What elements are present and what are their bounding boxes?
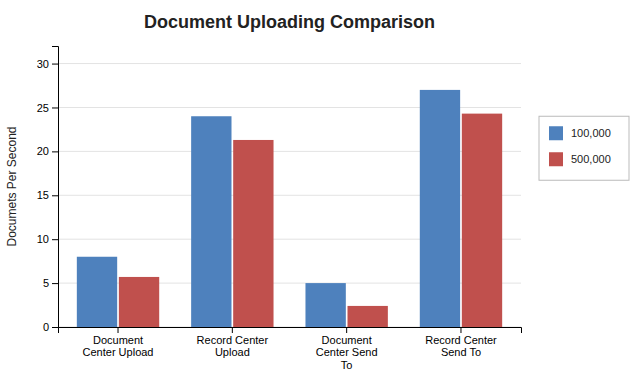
legend-swatch bbox=[549, 126, 563, 140]
x-tick-label-line: Send To bbox=[441, 346, 481, 358]
legend-frame bbox=[539, 116, 629, 180]
y-tick-mark bbox=[52, 283, 58, 284]
x-tick-label-line: Document bbox=[93, 334, 143, 346]
legend: 100,000 500,000 bbox=[539, 116, 629, 180]
y-tick-mark bbox=[52, 151, 58, 152]
y-tick: 0 bbox=[43, 321, 58, 333]
x-tick-label-line: Center Upload bbox=[83, 346, 154, 358]
legend-swatch bbox=[549, 152, 563, 166]
x-tick: DocumentCenter SendTo bbox=[316, 327, 378, 371]
x-tick-label: Record CenterUpload bbox=[197, 334, 269, 359]
y-tick-mark bbox=[52, 195, 58, 196]
bar bbox=[119, 277, 159, 327]
y-axis-line bbox=[52, 47, 59, 328]
x-tick-label-line: Center Send bbox=[316, 346, 378, 358]
y-tick-mark bbox=[52, 327, 58, 328]
chart-container: 051015202530DocumentCenter UploadRecord … bbox=[0, 0, 641, 385]
y-tick: 30 bbox=[37, 58, 58, 70]
grid-line bbox=[58, 63, 521, 64]
y-axis: 0 5 10 15 20 25 30 bbox=[37, 47, 59, 334]
bars bbox=[77, 90, 502, 327]
x-axis: DocumentCenter UploadRecord CenterUpload… bbox=[59, 327, 522, 371]
x-tick: DocumentCenter Upload bbox=[83, 327, 154, 358]
y-tick: 20 bbox=[37, 145, 58, 157]
y-tick: 15 bbox=[37, 189, 58, 201]
bar-series bbox=[77, 90, 460, 327]
x-tick-mark bbox=[346, 327, 347, 333]
y-tick-label: 20 bbox=[37, 145, 49, 157]
legend-label: 100,000 bbox=[571, 127, 611, 139]
x-tick: Record CenterSend To bbox=[425, 327, 497, 358]
x-tick-label-line: Record Center bbox=[197, 334, 269, 346]
y-tick-label: 15 bbox=[37, 189, 49, 201]
x-tick-label-line: Upload bbox=[215, 346, 250, 358]
x-tick-label-line: To bbox=[341, 359, 353, 371]
grid bbox=[58, 64, 521, 327]
x-tick-label: DocumentCenter SendTo bbox=[316, 334, 378, 371]
bar bbox=[462, 114, 502, 327]
y-tick: 5 bbox=[43, 277, 58, 289]
y-tick-mark bbox=[52, 64, 58, 65]
plot-area: 051015202530DocumentCenter UploadRecord … bbox=[37, 47, 522, 372]
x-tick-label-line: Record Center bbox=[425, 334, 497, 346]
y-tick: 25 bbox=[37, 101, 58, 113]
bar bbox=[191, 116, 231, 327]
x-tick-label-line: Document bbox=[322, 334, 372, 346]
y-tick-label: 30 bbox=[37, 58, 49, 70]
y-tick-label: 25 bbox=[37, 101, 49, 113]
x-tick: Record CenterUpload bbox=[197, 327, 269, 358]
chart-title: Document Uploading Comparison bbox=[144, 12, 435, 32]
x-tick-mark bbox=[460, 327, 461, 333]
y-tick-mark bbox=[52, 239, 58, 240]
x-tick-mark bbox=[232, 327, 233, 333]
y-axis-title: Documets Per Second bbox=[5, 126, 19, 246]
bar bbox=[233, 140, 273, 327]
legend-label: 500,000 bbox=[571, 153, 611, 165]
bar bbox=[348, 306, 388, 327]
x-tick-label: DocumentCenter Upload bbox=[83, 334, 154, 359]
bar bbox=[420, 90, 460, 327]
x-tick-label: Record CenterSend To bbox=[425, 334, 497, 359]
x-tick-mark bbox=[118, 327, 119, 333]
y-tick-mark bbox=[52, 107, 58, 108]
y-tick-label: 0 bbox=[43, 321, 49, 333]
legend-item: 100,000 bbox=[549, 126, 611, 140]
y-tick-label: 10 bbox=[37, 233, 49, 245]
bar bbox=[305, 283, 345, 327]
bar-series bbox=[119, 114, 502, 327]
y-tick: 10 bbox=[37, 233, 58, 245]
y-tick-label: 5 bbox=[43, 277, 49, 289]
bar bbox=[77, 257, 117, 327]
legend-item: 500,000 bbox=[549, 152, 611, 166]
chart-svg: 051015202530DocumentCenter UploadRecord … bbox=[0, 0, 641, 385]
x-axis-line bbox=[59, 328, 522, 334]
